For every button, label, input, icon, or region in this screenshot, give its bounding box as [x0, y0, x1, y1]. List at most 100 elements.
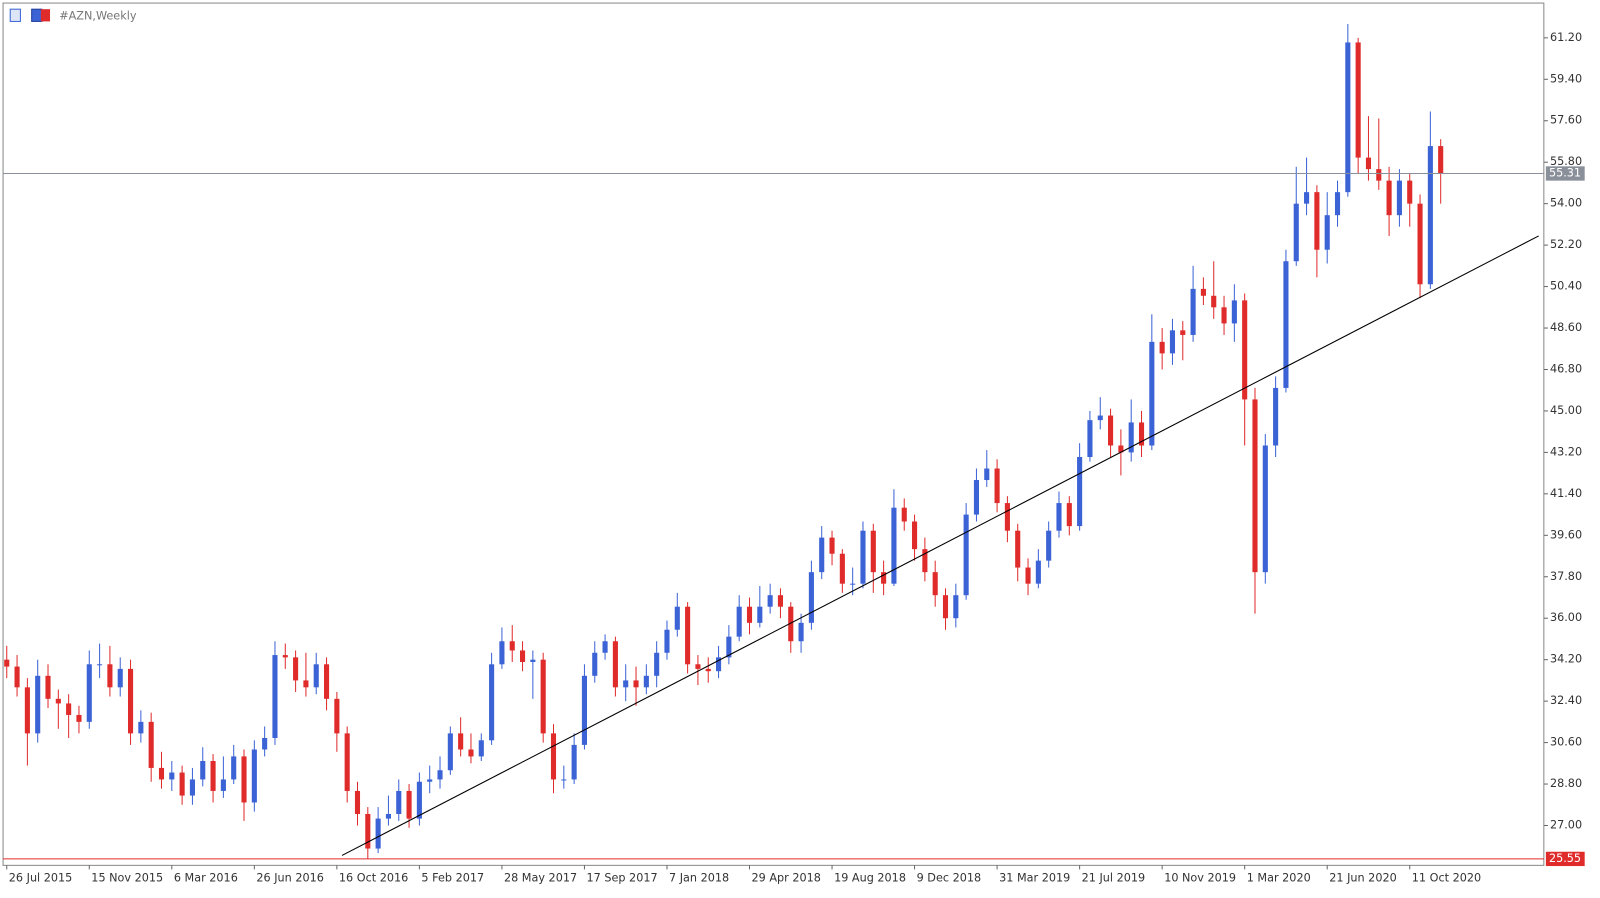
icon-square — [31, 8, 43, 22]
candle-body — [458, 733, 464, 750]
price-label-box — [1545, 851, 1585, 867]
candle-body — [798, 622, 804, 642]
x-tick-label: 9 Dec 2018 — [917, 872, 982, 885]
candle-body — [623, 680, 629, 688]
candle-body — [1438, 146, 1444, 174]
candle-body — [942, 595, 949, 619]
candle-body — [1252, 399, 1258, 573]
candle-body — [581, 675, 587, 745]
candle-body — [1015, 530, 1021, 568]
candle-body — [571, 744, 577, 780]
y-tick-label: 41.40 — [1550, 487, 1582, 500]
candle-body — [509, 641, 515, 651]
candle-body — [251, 749, 257, 803]
candle-body — [107, 664, 113, 688]
candle-body — [530, 659, 536, 662]
candle-body — [220, 779, 226, 791]
candle-body — [932, 572, 938, 596]
x-tick-label: 5 Feb 2017 — [421, 872, 484, 885]
candle-body — [953, 595, 959, 619]
candle-body — [1314, 192, 1320, 250]
candle-body — [1004, 503, 1010, 531]
candle-body — [1190, 288, 1196, 335]
candle-body — [1283, 261, 1289, 388]
candle-body — [1138, 422, 1145, 446]
candle-body — [901, 507, 907, 522]
y-tick-label: 28.80 — [1550, 777, 1582, 790]
candle-body — [1242, 300, 1248, 400]
candle-body — [1262, 445, 1268, 573]
candle-body — [1324, 215, 1330, 250]
candle-body — [839, 553, 845, 584]
candle-body — [406, 790, 412, 819]
y-tick-label: 37.80 — [1550, 570, 1582, 583]
y-tick-label: 32.40 — [1550, 694, 1582, 707]
candle-body — [757, 606, 763, 623]
candle-body — [612, 641, 618, 688]
candle-body — [870, 530, 876, 573]
candle-body — [4, 659, 10, 667]
candle-body — [344, 733, 350, 791]
candle-body — [478, 740, 484, 757]
candle-body — [416, 781, 422, 819]
y-tick-label: 34.20 — [1550, 653, 1582, 666]
y-tick-label: 61.20 — [1550, 31, 1582, 44]
candle-body — [1035, 560, 1041, 584]
candle-body — [695, 664, 701, 669]
candle-body — [1128, 422, 1134, 453]
candle-body — [127, 668, 134, 734]
candle-body — [984, 468, 990, 481]
candle-body — [808, 572, 814, 623]
y-tick-label: 55.80 — [1550, 155, 1582, 168]
candle-body — [1118, 445, 1124, 453]
candle-body — [1231, 300, 1237, 324]
candle-body — [1149, 341, 1155, 446]
candle-body — [1427, 146, 1433, 285]
candle-body — [912, 521, 918, 550]
candle-body — [427, 779, 433, 782]
icon-square — [40, 9, 51, 22]
candle-body — [1200, 288, 1206, 296]
price-label: 55.31 — [1549, 166, 1581, 179]
candle-body — [148, 721, 154, 768]
y-tick-label: 45.00 — [1550, 404, 1582, 417]
plot-frame — [2, 2, 1545, 866]
y-tick-label: 36.00 — [1550, 611, 1582, 624]
candle-body — [210, 761, 216, 791]
candle-body — [1211, 295, 1217, 308]
candle-body — [1293, 203, 1299, 262]
candle-body — [86, 664, 92, 722]
candle-body — [138, 721, 144, 734]
x-tick-label: 15 Nov 2015 — [91, 872, 163, 885]
candle-body — [1365, 157, 1372, 170]
candle-body — [76, 714, 82, 722]
candle-body — [592, 652, 598, 676]
candle-body — [1221, 307, 1227, 324]
x-tick-label: 6 Mar 2016 — [174, 872, 238, 885]
trendline — [341, 235, 1539, 856]
candle-body — [664, 629, 670, 653]
x-tick-label: 21 Jul 2019 — [1082, 872, 1146, 885]
candle-body — [313, 664, 319, 688]
candle-body — [1025, 567, 1031, 584]
candle-body — [1304, 192, 1310, 204]
candle-body — [1180, 330, 1186, 335]
candle-body — [829, 537, 835, 554]
candle-body — [179, 772, 185, 796]
candle-body — [489, 664, 495, 741]
candle-body — [788, 606, 794, 642]
candle-body — [1077, 457, 1083, 527]
candle-body — [200, 761, 206, 780]
candle-body — [45, 675, 51, 699]
y-tick-label: 48.60 — [1550, 321, 1582, 334]
candle-body — [334, 698, 340, 734]
candle-body — [519, 650, 526, 662]
candle-body — [963, 514, 969, 596]
x-tick-label: 17 Sep 2017 — [586, 872, 657, 885]
candle-body — [158, 767, 165, 780]
candle-body — [602, 641, 608, 653]
candle-body — [881, 572, 887, 584]
candle-body — [117, 668, 123, 688]
y-tick-label: 43.20 — [1550, 445, 1582, 458]
